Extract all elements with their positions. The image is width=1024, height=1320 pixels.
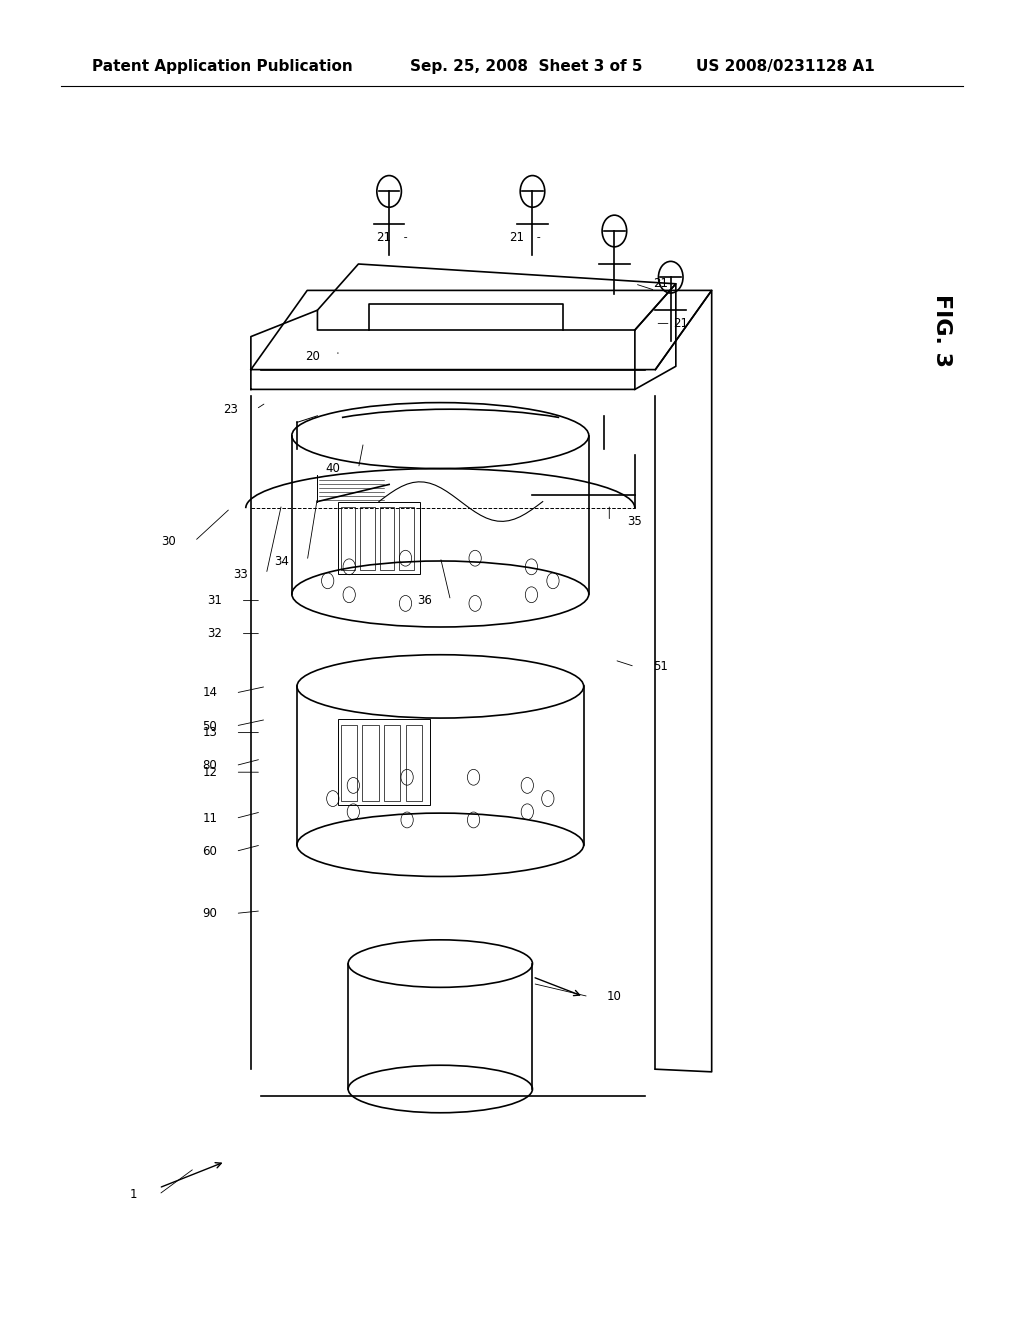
Text: Patent Application Publication: Patent Application Publication <box>92 59 353 74</box>
Text: 13: 13 <box>203 726 217 739</box>
Text: FIG. 3: FIG. 3 <box>932 293 952 367</box>
Bar <box>341 725 357 801</box>
Bar <box>384 725 400 801</box>
Text: 21: 21 <box>510 231 524 244</box>
Text: 21: 21 <box>653 277 668 290</box>
Text: 40: 40 <box>326 462 340 475</box>
Text: 21: 21 <box>674 317 688 330</box>
Text: 90: 90 <box>203 907 217 920</box>
Text: US 2008/0231128 A1: US 2008/0231128 A1 <box>696 59 876 74</box>
Text: 60: 60 <box>203 845 217 858</box>
Text: 80: 80 <box>203 759 217 772</box>
Text: 30: 30 <box>162 535 176 548</box>
Bar <box>341 507 355 570</box>
Text: 50: 50 <box>203 719 217 733</box>
Text: 33: 33 <box>233 568 248 581</box>
Text: 1: 1 <box>129 1188 137 1201</box>
Text: 21: 21 <box>377 231 391 244</box>
Text: 32: 32 <box>208 627 222 640</box>
Bar <box>338 502 420 574</box>
Text: Sep. 25, 2008  Sheet 3 of 5: Sep. 25, 2008 Sheet 3 of 5 <box>410 59 642 74</box>
Text: 20: 20 <box>305 350 319 363</box>
Text: 36: 36 <box>418 594 432 607</box>
Bar <box>338 719 430 805</box>
Bar <box>399 507 414 570</box>
Bar <box>360 507 375 570</box>
Text: 23: 23 <box>223 403 238 416</box>
Bar <box>380 507 394 570</box>
Text: 31: 31 <box>208 594 222 607</box>
Text: 51: 51 <box>653 660 668 673</box>
Bar <box>406 725 422 801</box>
Text: 34: 34 <box>274 554 289 568</box>
Text: 10: 10 <box>607 990 622 1003</box>
Text: 14: 14 <box>203 686 217 700</box>
Bar <box>362 725 379 801</box>
Text: 12: 12 <box>203 766 217 779</box>
Text: 35: 35 <box>628 515 642 528</box>
Text: 11: 11 <box>203 812 217 825</box>
